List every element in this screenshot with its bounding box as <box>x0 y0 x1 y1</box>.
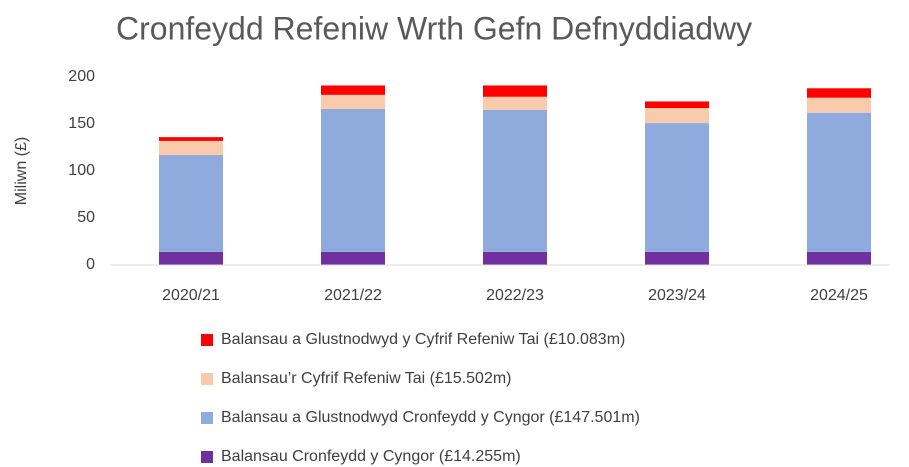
bar-segment <box>645 123 709 252</box>
y-axis-label: Miliwn (£) <box>13 137 30 205</box>
y-tick-label: 100 <box>68 162 95 179</box>
legend-label: Balansau’r Cyfrif Refeniw Tai (£15.502m) <box>221 370 512 387</box>
legend-swatch <box>201 334 213 346</box>
legend-label: Balansau a Glustnodwyd y Cyfrif Refeniw … <box>221 331 625 348</box>
bar-segment <box>807 88 871 98</box>
x-tick-label: 2022/23 <box>486 287 544 304</box>
x-tick-label: 2021/22 <box>324 287 382 304</box>
bar-segment <box>159 137 223 141</box>
bar-segment <box>483 85 547 97</box>
x-tick-label: 2020/21 <box>162 287 220 304</box>
bar-segment <box>321 108 385 252</box>
legend-label: Balansau a Glustnodwyd Cronfeydd y Cyngo… <box>221 409 640 426</box>
legend-swatch <box>201 451 213 463</box>
bar-segment <box>483 251 547 265</box>
y-tick-label: 200 <box>68 68 95 85</box>
legend-swatch <box>201 373 213 385</box>
bar-segment <box>321 85 385 95</box>
x-tick-label: 2023/24 <box>648 287 706 304</box>
bar-segment <box>483 109 547 252</box>
bar-segment <box>807 112 871 252</box>
y-tick-label: 50 <box>77 209 95 226</box>
bar-segment <box>321 94 385 109</box>
legend-label: Balansau Cronfeydd y Cyngor (£14.255m) <box>221 448 521 465</box>
bar-segment <box>321 251 385 265</box>
bar-segment <box>645 101 709 109</box>
bar-segment <box>159 140 223 156</box>
chart-title: Cronfeydd Refeniw Wrth Gefn Defnyddiadwy <box>116 10 752 46</box>
bar-segment <box>159 251 223 265</box>
bar-segment <box>483 96 547 110</box>
y-tick-label: 150 <box>68 115 95 132</box>
bar-segment <box>645 251 709 265</box>
bar-segment <box>159 155 223 252</box>
legend-swatch <box>201 412 213 424</box>
x-tick-label: 2024/25 <box>810 287 868 304</box>
bar-segment <box>807 97 871 113</box>
bar-segment <box>807 251 871 265</box>
bar-segment <box>645 108 709 124</box>
y-tick-label: 0 <box>86 256 95 273</box>
